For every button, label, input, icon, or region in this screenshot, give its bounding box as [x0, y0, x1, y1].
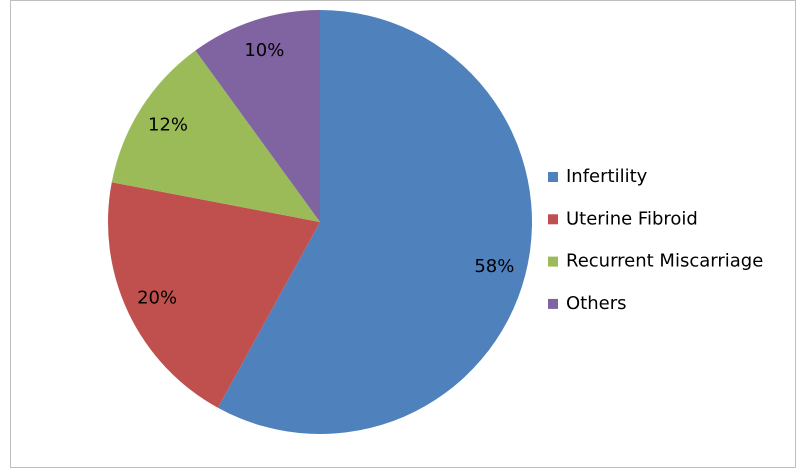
pie-slice — [195, 10, 320, 222]
data-label: 58% — [474, 256, 514, 277]
legend-swatch — [548, 256, 558, 267]
data-label: 10% — [244, 40, 284, 61]
legend-swatch — [548, 214, 558, 225]
legend-label: Recurrent Miscarriage — [566, 251, 763, 272]
pie-slice — [217, 10, 532, 434]
legend-label: Infertility — [566, 166, 648, 187]
legend-swatch — [548, 172, 558, 182]
legend-label: Uterine Fibroid — [566, 208, 698, 229]
data-label: 20% — [137, 288, 177, 309]
data-label: 12% — [148, 115, 188, 136]
legend-label: Others — [566, 293, 627, 314]
pie-slice — [111, 50, 321, 222]
legend-swatch — [548, 298, 558, 309]
pie-slice — [107, 182, 320, 408]
